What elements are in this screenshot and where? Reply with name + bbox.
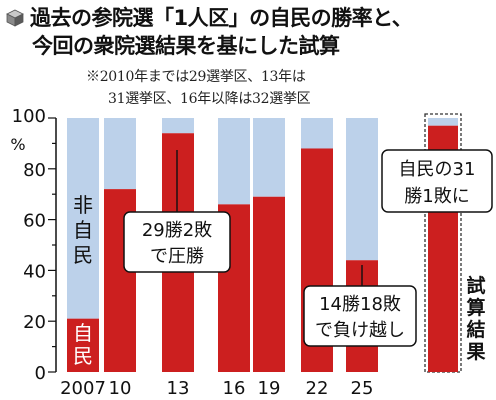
- cube-icon: [6, 9, 24, 27]
- note-line1: ※2010年までは29選挙区、13年は: [86, 69, 306, 85]
- bar-non-ldp-25: [346, 118, 378, 261]
- estimate-label-char: 結: [466, 318, 485, 341]
- note-line2: 31選挙区、16年以降は32選挙区: [108, 91, 311, 107]
- estimate-label-char: 試: [466, 274, 485, 297]
- bar-non-ldp-10: [104, 118, 136, 190]
- estimate-callout-text: 自民の31: [399, 159, 476, 180]
- estimate-label-char: 果: [465, 341, 485, 363]
- bar-non-ldp-22: [301, 118, 333, 149]
- y-tick-label: 100: [12, 106, 46, 127]
- bar-ldp-2007: [67, 318, 99, 372]
- chart-title-line2: 今回の衆院選結果を基にした試算: [32, 34, 340, 58]
- annotation-box-13: [123, 211, 231, 273]
- bar-non-ldp-16: [218, 118, 250, 205]
- estimate-label-char: 算: [466, 296, 485, 319]
- y-tick-label: 80: [23, 160, 46, 181]
- estimate-callout-text: 勝1敗に: [404, 186, 469, 207]
- x-tick-label: 2007: [60, 378, 106, 399]
- annotation-text-25: で負け越し: [315, 320, 405, 341]
- x-tick-label: 10: [109, 378, 132, 399]
- x-axis-labels: 2007 10 13 16 19 22 25: [60, 378, 373, 399]
- chart-title-line1: 過去の参院選「1人区」の自民の勝率と、: [30, 6, 413, 30]
- bar-ldp-19: [253, 196, 285, 372]
- label-ldp-char: 自: [73, 321, 93, 345]
- x-tick-label: 19: [258, 378, 281, 399]
- label-non-ldp-char: 非: [73, 193, 93, 217]
- y-tick-label: 20: [23, 312, 46, 333]
- x-tick-label: 16: [223, 378, 246, 399]
- bar-estimate-non-ldp: [428, 118, 458, 126]
- y-tick-label: 60: [23, 211, 46, 232]
- y-tick-label: 0: [35, 363, 46, 384]
- x-tick-label: 13: [167, 378, 190, 399]
- x-tick-label: 25: [351, 378, 374, 399]
- bar-non-ldp-13: [162, 118, 194, 134]
- bar-non-ldp-2007: [67, 118, 99, 319]
- annotation-box-25: [303, 285, 417, 347]
- label-non-ldp-char: 民: [73, 243, 93, 267]
- estimate-callout-box: [381, 149, 493, 213]
- label-non-ldp-char: 自: [73, 218, 93, 242]
- title-block: 過去の参院選「1人区」の自民の勝率と、 今回の衆院選結果を基にした試算: [6, 4, 492, 60]
- y-tick-label: 40: [23, 261, 46, 282]
- label-ldp-char: 民: [73, 344, 93, 368]
- annotation-text-25: 14勝18敗: [319, 294, 401, 315]
- annotation-text-13: 29勝2敗: [142, 220, 212, 241]
- bar-non-ldp-19: [253, 118, 285, 197]
- x-tick-label: 22: [306, 378, 329, 399]
- annotation-text-13: で圧勝: [150, 246, 204, 267]
- y-unit-label: %: [10, 135, 25, 154]
- y-axis: 0 20 40 60 80 100%: [10, 106, 57, 384]
